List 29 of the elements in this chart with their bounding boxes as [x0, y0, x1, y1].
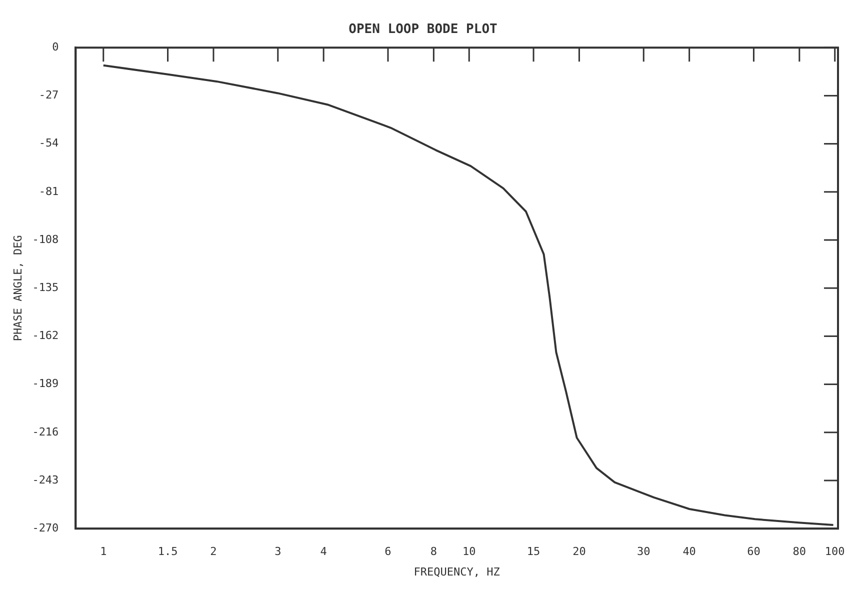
- x-tick-label: 60: [747, 545, 760, 558]
- y-tick-label: 0: [52, 40, 59, 54]
- x-tick-label: 6: [384, 545, 392, 558]
- y-tick-label: -216: [32, 425, 59, 438]
- y-axis-title: PHASE ANGLE, DEG: [11, 235, 24, 342]
- x-axis-title: FREQUENCY, HZ: [414, 565, 500, 578]
- y-tick-label: -243: [32, 473, 59, 486]
- x-tick-label: 4: [320, 545, 328, 558]
- x-tick-label: 10: [462, 545, 476, 558]
- y-tick-label: -189: [32, 377, 59, 390]
- x-tick-label: 8: [430, 545, 437, 558]
- x-tick-label: 80: [792, 545, 806, 558]
- x-tick-label: 1.5: [158, 545, 178, 558]
- x-tick-label: 1: [100, 545, 107, 558]
- x-tick-label: 100: [824, 545, 845, 558]
- x-tick-label: 2: [210, 545, 217, 558]
- chart-title: OPEN LOOP BODE PLOT: [348, 22, 498, 38]
- y-tick-label: -162: [32, 329, 59, 342]
- y-tick-label: -270: [32, 521, 59, 534]
- x-tick-label: 15: [526, 545, 540, 558]
- x-tick-label: 40: [682, 545, 696, 558]
- x-tick-label: 20: [572, 545, 586, 558]
- x-tick-label: 30: [636, 545, 650, 558]
- y-tick-label: -54: [38, 136, 60, 150]
- y-tick-label: -135: [32, 280, 59, 294]
- y-tick-label: -27: [38, 88, 59, 102]
- x-tick-label: 3: [274, 545, 282, 558]
- y-tick-label: -81: [38, 184, 59, 198]
- y-tick-label: -108: [32, 232, 59, 246]
